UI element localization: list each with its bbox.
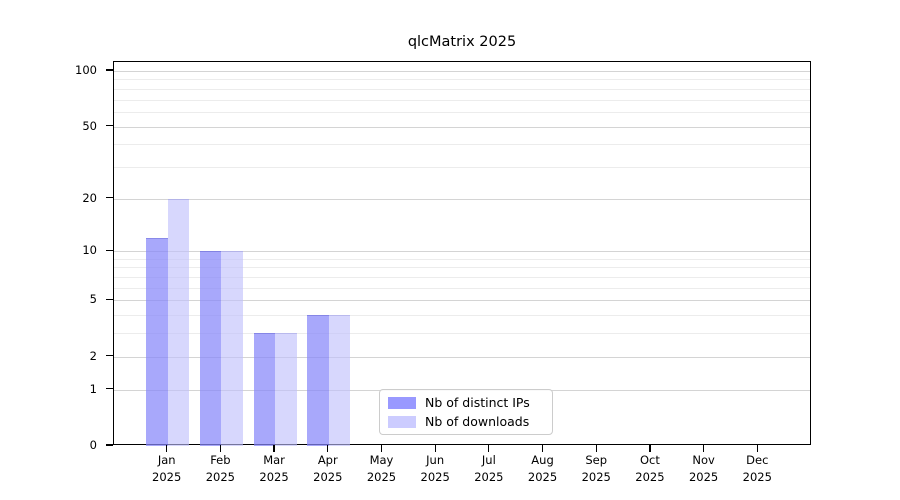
- gridline-minor-60: [114, 111, 810, 113]
- gridline-5: [114, 300, 810, 302]
- gridline-minor-9: [114, 258, 810, 260]
- y-tick-label-100: 100: [75, 63, 97, 77]
- x-tick-label-jul: Jul 2025: [474, 453, 504, 484]
- gridline-minor-70: [114, 99, 810, 101]
- bar-jan-distinct-ips: [146, 237, 168, 446]
- y-tick-0: [106, 444, 113, 446]
- x-tick-jul: [488, 445, 490, 452]
- y-tick-2: [106, 355, 113, 357]
- y-tick-label-0: 0: [89, 438, 97, 452]
- x-tick-label-aug: Aug 2025: [527, 453, 558, 484]
- x-tick-label-jun: Jun 2025: [420, 453, 450, 484]
- gridline-minor-7: [114, 277, 810, 279]
- gridline-minor-40: [114, 144, 810, 146]
- x-tick-label-dec: Dec 2025: [742, 453, 772, 484]
- y-tick-10: [106, 249, 113, 251]
- x-tick-aug: [541, 445, 544, 452]
- gridline-20: [114, 198, 810, 200]
- gridline-minor-3: [114, 333, 810, 335]
- y-tick-label-10: 10: [82, 243, 97, 258]
- x-tick-label-nov: Nov 2025: [688, 453, 719, 484]
- gridline-50: [114, 126, 810, 128]
- bar-jan-downloads: [167, 198, 190, 446]
- legend-item-downloads: Nb of downloads: [388, 414, 544, 429]
- gridline-minor-30: [114, 166, 810, 168]
- y-tick-1: [106, 388, 113, 390]
- gridline-minor-4: [114, 315, 810, 317]
- gridline-minor-90: [114, 79, 810, 81]
- x-tick-oct: [649, 445, 651, 452]
- gridline-10: [114, 251, 810, 253]
- y-tick-20: [106, 197, 113, 199]
- y-tick-label-1: 1: [89, 381, 97, 396]
- legend: Nb of distinct IPs Nb of downloads: [379, 389, 553, 435]
- y-tick-label-20: 20: [82, 190, 97, 205]
- bar-feb-distinct-ips: [199, 251, 222, 446]
- x-tick-label-may: May 2025: [366, 453, 397, 484]
- gridline-minor-8: [114, 267, 810, 269]
- legend-label-distinct-ips: Nb of distinct IPs: [425, 395, 530, 410]
- x-tick-label-oct: Oct 2025: [635, 453, 665, 484]
- x-tick-jun: [434, 445, 436, 452]
- x-tick-label-mar: Mar 2025: [259, 453, 289, 484]
- y-tick-5: [106, 298, 113, 300]
- plot-area: Nb of distinct IPs Nb of downloads: [113, 61, 811, 446]
- bar-mar-distinct-ips: [253, 333, 276, 446]
- bar-apr-distinct-ips: [307, 315, 329, 446]
- legend-swatch-downloads: [388, 415, 416, 428]
- legend-item-distinct-ips: Nb of distinct IPs: [388, 395, 544, 410]
- x-tick-dec: [756, 445, 758, 452]
- gridline-minor-80: [114, 88, 810, 90]
- gridline-2: [114, 356, 810, 358]
- x-tick-sep: [595, 445, 597, 452]
- gridline-minor-6: [114, 287, 810, 289]
- x-tick-label-feb: Feb 2025: [205, 453, 236, 484]
- y-tick-label-2: 2: [89, 348, 97, 363]
- legend-swatch-distinct-ips: [388, 396, 416, 409]
- chart-title: qlcMatrix 2025: [407, 34, 517, 50]
- gridline-100: [114, 71, 810, 72]
- bar-mar-downloads: [275, 333, 297, 446]
- x-tick-may: [380, 445, 383, 452]
- y-tick-label-5: 5: [89, 292, 97, 307]
- x-tick-label-sep: Sep 2025: [581, 453, 611, 484]
- x-tick-label-jan: Jan 2025: [152, 453, 182, 484]
- x-tick-mar: [273, 445, 275, 452]
- x-tick-apr: [327, 445, 329, 452]
- x-tick-feb: [219, 445, 221, 452]
- y-tick-100: [106, 69, 113, 71]
- x-tick-nov: [703, 445, 705, 452]
- bar-feb-downloads: [221, 251, 243, 446]
- legend-label-downloads: Nb of downloads: [425, 414, 530, 429]
- y-tick-50: [106, 124, 113, 127]
- y-tick-label-50: 50: [82, 118, 97, 133]
- x-tick-jan: [166, 445, 168, 452]
- bar-apr-downloads: [328, 315, 351, 446]
- x-tick-label-apr: Apr 2025: [313, 453, 343, 484]
